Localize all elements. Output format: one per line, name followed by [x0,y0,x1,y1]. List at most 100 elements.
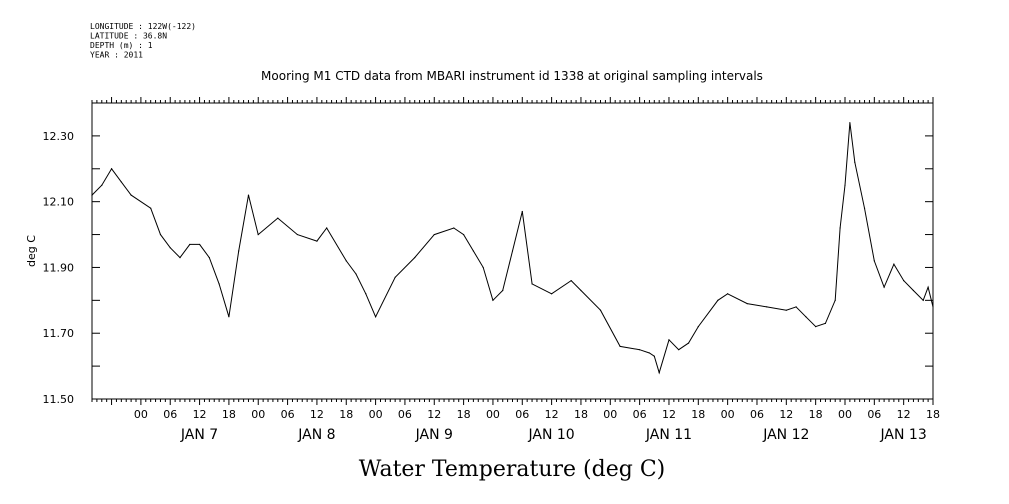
x-axis-title: Water Temperature (deg C) [359,457,666,482]
data-point [414,256,416,259]
y-tick-label: 11.90 [43,261,75,274]
data-point [472,250,474,252]
data-point [824,322,827,324]
series-group [91,122,934,375]
day-label: JAN 9 [415,427,453,443]
data-point [179,256,181,259]
x-tick-label: 06 [281,408,295,421]
x-tick-label: 12 [427,408,441,421]
day-label: JAN 7 [180,427,218,443]
data-point [511,250,514,252]
data-point [130,194,132,196]
data-point [189,243,191,246]
data-point [648,352,651,354]
x-tick-label: 12 [662,408,676,421]
day-label: JAN 11 [645,427,692,443]
data-point [903,280,905,282]
data-point [355,273,357,275]
day-labels: JAN 7 JAN 8 JAN 9 JAN 10 JAN 11 JAN 12 JAN 13 [180,427,927,443]
data-point [678,349,680,351]
day-label: JAN 8 [297,427,335,443]
meta-line: YEAR : 2011 [90,51,143,60]
x-tick-label: 12 [779,408,793,421]
x-tick-label: 12 [310,408,324,421]
data-point [296,233,298,236]
x-tick-label: 18 [339,408,353,421]
data-point [521,210,523,213]
y-tick-labels: 11.50 11.70 11.90 12.10 12.30 [43,130,75,406]
metadata-block: LONGITUDE : 122W(-122)LATITUDE : 36.8NDE… [90,22,196,60]
data-point [873,260,875,262]
x-tick-labels: 00 06 12 18 00 06 12 18 00 06 12 18 00 06 12 18 00 06 12 18… [134,408,940,421]
data-point [247,194,250,196]
data-point [374,316,377,318]
data-point [932,306,934,308]
data-point [854,161,856,163]
data-point [580,289,582,292]
data-point [785,309,787,311]
x-tick-label: 06 [398,408,412,421]
y-tick-label: 12.30 [43,130,75,143]
data-point [365,293,367,295]
data-point [277,217,279,219]
x-tick-label: 00 [134,408,148,421]
data-point [218,283,220,285]
x-tick-label: 00 [838,408,852,421]
x-tick-label: 18 [222,408,236,421]
x-tick-label: 18 [457,408,471,421]
x-tick-label: 06 [750,408,764,421]
data-point [883,286,885,288]
data-point [746,303,748,305]
x-tick-label: 00 [251,408,265,421]
data-point [849,122,851,124]
x-tick-label: 12 [897,408,911,421]
data-point [893,263,895,265]
data-point [599,309,602,311]
data-point [394,276,396,278]
x-tick-label: 00 [603,408,617,421]
data-point [91,194,93,196]
data-point [927,286,929,288]
data-point [863,207,866,209]
data-point [433,233,435,236]
data-point [912,289,915,292]
series-line [91,122,934,375]
data-point [482,266,484,269]
data-point [110,168,113,170]
x-tick-label: 18 [691,408,705,421]
data-point [844,184,846,186]
data-point [717,299,719,301]
x-tick-label: 06 [163,408,177,421]
data-point [228,316,230,318]
meta-line: LATITUDE : 36.8N [90,32,167,41]
x-tick-label: 00 [369,408,383,421]
data-point [326,227,328,229]
data-point [697,326,699,328]
data-point [687,342,690,344]
data-point [619,345,621,347]
data-point [238,250,240,252]
x-tick-label: 00 [486,408,500,421]
x-tick-label: 06 [867,408,881,421]
meta-line: DEPTH (m) : 1 [90,41,153,50]
meta-line: LONGITUDE : 122W(-122) [90,22,196,31]
data-point [658,372,660,374]
data-point [150,207,152,209]
day-label: JAN 12 [762,427,809,443]
chart-title: Mooring M1 CTD data from MBARI instrumen… [261,69,763,83]
data-point [795,306,797,308]
day-label: JAN 10 [528,427,575,443]
data-point [345,260,347,262]
data-point [834,299,836,301]
data-point [502,289,504,292]
data-point [120,181,122,183]
data-point [653,355,655,357]
data-point [453,227,455,229]
data-point [839,227,841,229]
x-tick-label: 12 [545,408,559,421]
data-point [570,280,572,282]
data-point [815,326,817,328]
x-tick-label: 18 [574,408,588,421]
data-point [208,256,210,259]
